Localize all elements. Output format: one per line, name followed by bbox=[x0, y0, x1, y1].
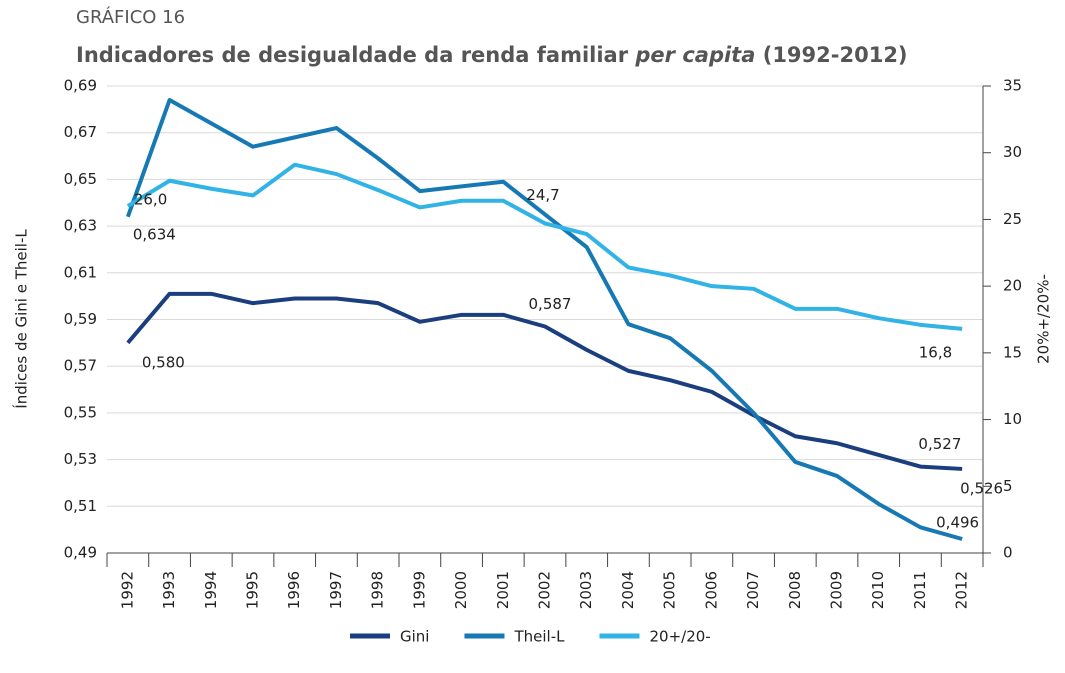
data-label: 0,580 bbox=[142, 353, 185, 371]
chart-kicker: GRÁFICO 16 bbox=[76, 6, 185, 28]
x-tick-label: 2010 bbox=[869, 571, 887, 609]
data-label: 0,527 bbox=[918, 435, 961, 453]
y2-tick-label: 5 bbox=[1003, 477, 1013, 495]
legend-label: Gini bbox=[400, 628, 429, 646]
x-tick-label: 2004 bbox=[619, 571, 637, 609]
data-label: 24,7 bbox=[526, 186, 559, 204]
y-axis-label: Índices de Gini e Theil-L bbox=[12, 229, 31, 409]
y-tick-label: 0,67 bbox=[64, 123, 97, 141]
series-line bbox=[126, 162, 963, 331]
x-tick-label: 2006 bbox=[702, 571, 720, 609]
chart-title: Indicadores de desigualdade da renda fam… bbox=[76, 43, 908, 67]
data-label: 0,587 bbox=[529, 295, 572, 313]
legend-label: Theil-L bbox=[513, 628, 565, 646]
y2-tick-label: 20 bbox=[1003, 277, 1022, 295]
data-label: 0,496 bbox=[936, 513, 979, 531]
title-part: per capita bbox=[634, 43, 755, 67]
title-part: Indicadores de desigualdade da renda fam… bbox=[76, 43, 629, 67]
y-tick-label: 0,63 bbox=[64, 217, 97, 235]
title-part: (1992-2012) bbox=[763, 43, 908, 67]
x-tick-label: 2005 bbox=[661, 571, 679, 609]
x-tick-label: 2012 bbox=[953, 571, 971, 609]
x-tick-label: 1996 bbox=[285, 571, 303, 609]
y-tick-label: 0,69 bbox=[64, 77, 97, 95]
y2-tick-label: 0 bbox=[1003, 544, 1013, 562]
y2-tick-label: 30 bbox=[1003, 143, 1022, 161]
data-label: 26,0 bbox=[134, 191, 167, 209]
x-tick-label: 1993 bbox=[160, 571, 178, 609]
x-tick-label: 1999 bbox=[410, 571, 428, 609]
x-tick-label: 1998 bbox=[369, 571, 387, 609]
y-tick-label: 0,51 bbox=[64, 497, 97, 515]
x-tick-label: 2000 bbox=[452, 571, 470, 609]
y-tick-label: 0,55 bbox=[64, 403, 97, 421]
y-tick-label: 0,49 bbox=[64, 544, 97, 562]
x-tick-label: 2009 bbox=[828, 571, 846, 609]
x-tick-label: 2003 bbox=[577, 571, 595, 609]
data-label: 0,526 bbox=[960, 479, 1003, 497]
x-tick-label: 2007 bbox=[744, 571, 762, 609]
y2-tick-label: 25 bbox=[1003, 210, 1022, 228]
x-tick-label: 1994 bbox=[202, 571, 220, 609]
series-line bbox=[125, 98, 963, 541]
y2-axis-label: 20%+/20%- bbox=[1035, 274, 1053, 364]
data-label: 0,634 bbox=[133, 225, 176, 243]
x-tick-label: 1995 bbox=[244, 571, 262, 609]
y-tick-label: 0,65 bbox=[64, 170, 97, 188]
y2-tick-label: 35 bbox=[1003, 77, 1022, 95]
y2-tick-label: 15 bbox=[1003, 343, 1022, 361]
y-tick-label: 0,61 bbox=[64, 263, 97, 281]
y-tick-label: 0,53 bbox=[64, 450, 97, 468]
data-label: 16,8 bbox=[919, 343, 952, 361]
x-tick-label: 1992 bbox=[118, 571, 136, 609]
y2-tick-label: 10 bbox=[1003, 410, 1022, 428]
x-tick-label: 2002 bbox=[536, 571, 554, 609]
series-line bbox=[126, 291, 963, 471]
x-tick-label: 2001 bbox=[494, 571, 512, 609]
y-tick-label: 0,57 bbox=[64, 357, 97, 375]
y-tick-label: 0,59 bbox=[64, 310, 97, 328]
x-tick-label: 2011 bbox=[911, 571, 929, 609]
x-tick-label: 1997 bbox=[327, 571, 345, 609]
x-tick-label: 2008 bbox=[786, 571, 804, 609]
legend-label: 20+/20- bbox=[649, 628, 710, 646]
